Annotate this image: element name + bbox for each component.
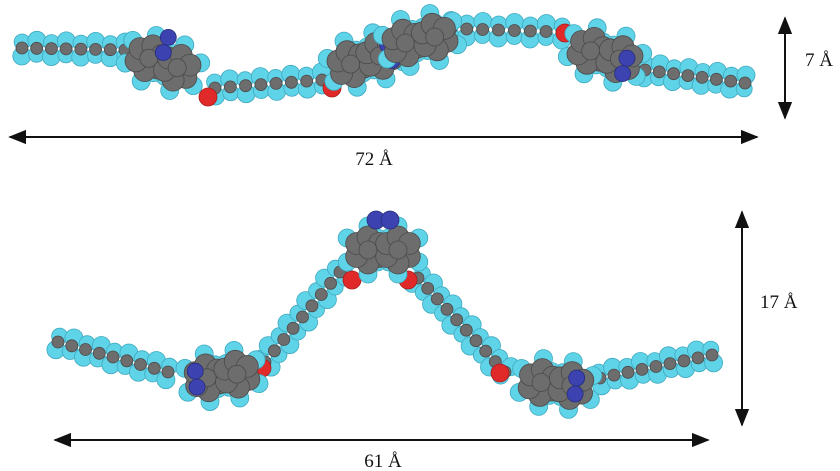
oxygen-atom [490,363,510,383]
carbon-atom [691,351,705,365]
carbon-atom [161,365,175,379]
nitrogen-atom [380,210,400,230]
carbon-atom [479,344,493,358]
nitrogen-atom [618,49,636,67]
carbon-atom [607,368,621,382]
carbon-atom [324,276,338,290]
carbon-atom [59,42,73,56]
carbon-atom [677,354,691,368]
carbon-atom [681,69,695,82]
carbon-atom [15,41,29,55]
carbon-atom [649,360,663,373]
carbon-atom [724,74,738,88]
carbon-atom [147,361,161,375]
carbon-atom [92,346,106,360]
carbon-atom [134,358,147,371]
carbon-atom [508,24,521,37]
carbon-atom [358,240,378,260]
extended-molecule-atoms [12,4,756,107]
carbon-atom [45,42,58,55]
carbon-atom [314,288,328,301]
bent-length-label: 61 Å [364,451,402,471]
oxygen-atom [198,87,218,107]
carbon-atom [51,335,65,349]
bent-molecule-atoms [46,210,723,419]
extended-height-label: 7 Å [805,50,833,71]
carbon-atom [695,71,709,84]
oxygen-atom [342,270,362,290]
carbon-atom [430,292,444,306]
carbon-atom [65,339,79,353]
carbon-atom [421,281,435,295]
carbon-atom [74,42,88,56]
carbon-atom [652,65,666,79]
carbon-atom [531,373,551,392]
carbon-atom [89,43,102,56]
carbon-atom [450,313,464,327]
carbon-atom [120,354,134,368]
carbon-atom [388,240,408,260]
carbon-atom [621,365,635,379]
nitrogen-atom [568,369,586,387]
carbon-atom [79,343,92,356]
carbon-atom [106,350,120,364]
extended-molecule: 72 Å 7 Å [8,4,833,170]
nitrogen-atom [159,29,177,46]
carbon-atom [284,75,298,89]
carbon-atom [103,43,117,57]
nitrogen-atom [186,362,204,380]
carbon-atom [296,310,309,324]
nitrogen-atom [154,44,172,61]
carbon-atom [663,357,677,371]
carbon-atom [440,302,454,316]
carbon-atom [635,362,649,376]
nitrogen-atom [566,385,584,403]
carbon-atom [395,33,415,53]
bent-molecule: 61 Å 17 Å [46,210,798,471]
carbon-atom [254,78,268,91]
nitrogen-atom [614,65,631,82]
carbon-atom [167,58,187,78]
carbon-atom [460,22,474,36]
carbon-atom [223,80,237,94]
carbon-atom [227,364,247,384]
carbon-atom [523,24,537,38]
carbon-atom [425,27,445,47]
bent-height-label: 17 Å [760,292,798,313]
carbon-atom [459,323,473,337]
carbon-atom [277,333,291,346]
carbon-atom [469,334,483,348]
carbon-atom [305,299,319,313]
carbon-atom [667,67,680,81]
carbon-atom [710,72,723,86]
carbon-atom [476,23,490,36]
nitrogen-atom [188,378,206,396]
extended-length-label: 72 Å [355,149,393,170]
carbon-atom [30,41,44,55]
carbon-atom [492,23,505,37]
carbon-atom [239,79,253,93]
carbon-atom [269,77,283,90]
carbon-atom [300,74,314,88]
carbon-atom [286,321,300,335]
carbon-atom [705,348,719,362]
carbon-atom [539,25,553,38]
carbon-atom [267,344,281,358]
carbon-atom [738,76,752,90]
